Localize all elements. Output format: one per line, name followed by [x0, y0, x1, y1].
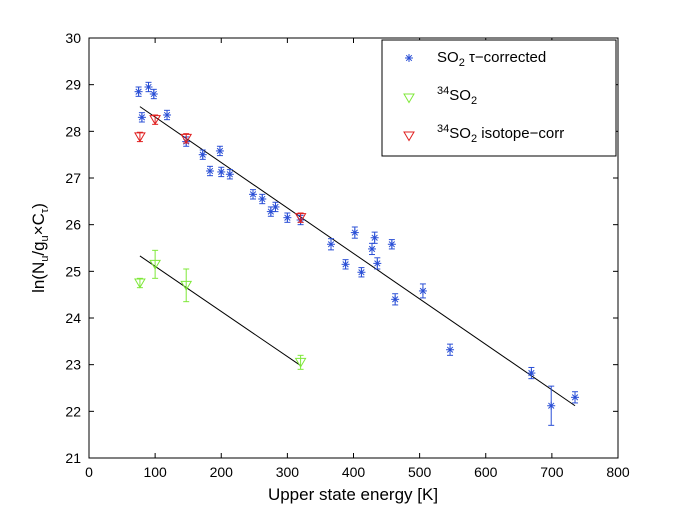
- data-point-so2: [163, 111, 172, 119]
- legend-box: [381, 39, 617, 157]
- data-point-so2: [391, 295, 400, 304]
- error-bar-so34: [183, 268, 190, 303]
- data-point-corr: [294, 213, 307, 224]
- legend-label-so2: SO2 τ−corrected: [437, 49, 546, 69]
- legend: SO2 τ−corrected 34SO2 34SO2 isotope−corr: [381, 39, 617, 157]
- data-point-so2: [137, 113, 146, 122]
- x-tick-label: 600: [474, 464, 498, 480]
- legend-label-34so2: 34SO2: [437, 85, 477, 107]
- x-tick-label: 700: [540, 464, 564, 480]
- data-point-so2: [225, 170, 234, 179]
- y-tick-label: 23: [65, 357, 81, 373]
- legend-label-34so2-corr: 34SO2 isotope−corr: [437, 123, 564, 145]
- x-tick-label: 400: [342, 464, 366, 480]
- data-point-corr: [180, 133, 193, 144]
- y-axis-label: ln(Nu/gu×Cτ): [29, 203, 51, 293]
- x-tick-label: 100: [143, 464, 167, 480]
- data-point-so2: [387, 240, 396, 249]
- data-points: [134, 81, 580, 426]
- y-tick-label: 22: [65, 403, 81, 419]
- legend-marker-34so2: [403, 93, 415, 104]
- data-point-so2: [446, 345, 455, 354]
- x-axis-label: Upper state energy [K]: [268, 485, 438, 504]
- x-tick-label: 0: [85, 464, 93, 480]
- data-point-so2: [370, 233, 379, 242]
- x-tick-label: 500: [408, 464, 432, 480]
- fit-line: [139, 106, 576, 407]
- data-point-corr: [149, 115, 161, 126]
- fit-line: [139, 255, 301, 367]
- data-point-so34: [149, 259, 161, 270]
- data-point-so2: [418, 286, 427, 295]
- data-point-so2: [206, 167, 215, 175]
- data-point-so2: [215, 146, 224, 155]
- data-point-so2: [248, 190, 257, 199]
- y-tick-label: 26: [65, 217, 81, 233]
- data-point-so2: [217, 167, 226, 176]
- data-point-so2: [571, 393, 580, 402]
- data-point-so34: [134, 278, 146, 289]
- y-tick-label: 24: [65, 310, 81, 326]
- x-tick-label: 300: [276, 464, 300, 480]
- y-tick-label: 30: [65, 30, 81, 46]
- error-bar-so34: [152, 249, 159, 279]
- data-point-so34: [294, 357, 307, 368]
- legend-marker-34so2-corr: [403, 131, 415, 142]
- data-point-so2: [258, 195, 267, 203]
- data-point-corr: [134, 132, 146, 143]
- x-tick-label: 800: [606, 464, 630, 480]
- data-point-so2: [327, 240, 336, 249]
- y-tick-label: 28: [65, 123, 81, 139]
- data-point-so2: [357, 268, 366, 277]
- y-tick-label: 25: [65, 263, 81, 279]
- fit-lines: [139, 106, 576, 407]
- legend-marker-so2: [405, 54, 413, 62]
- y-tick-label: 27: [65, 170, 81, 186]
- y-tick-label: 21: [65, 450, 81, 466]
- data-point-so2: [134, 87, 143, 96]
- data-point-so34: [180, 280, 193, 291]
- data-point-so2: [547, 401, 556, 410]
- data-point-so2: [341, 260, 350, 269]
- y-tick-label: 29: [65, 77, 81, 93]
- data-point-so2: [198, 150, 207, 159]
- data-point-so2: [373, 259, 382, 268]
- data-point-so2: [527, 369, 536, 378]
- data-point-so2: [149, 90, 158, 98]
- data-point-so2: [144, 83, 153, 91]
- data-point-so2: [350, 228, 359, 237]
- data-point-so2: [368, 244, 377, 253]
- data-point-so2: [271, 202, 280, 211]
- axis-ticks: 0 100 200 300 400 500 600 700 800 21 22 23 24 25 26 27 2…: [65, 30, 629, 480]
- x-tick-label: 200: [210, 464, 234, 480]
- data-point-so2: [283, 213, 292, 222]
